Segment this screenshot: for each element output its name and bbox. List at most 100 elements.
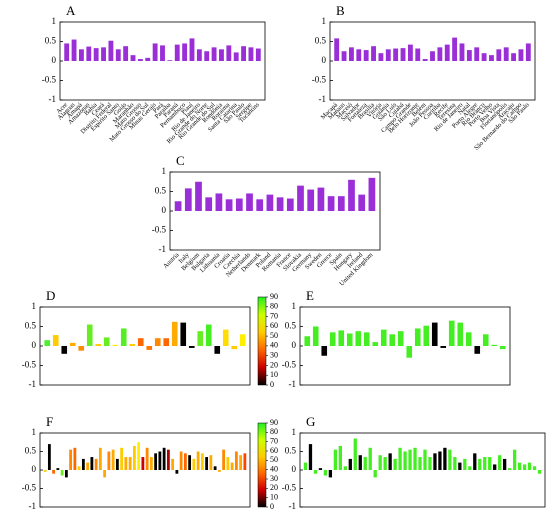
- bar: [428, 457, 432, 470]
- bar: [196, 49, 202, 61]
- bar: [458, 462, 462, 470]
- bar: [256, 199, 264, 211]
- colorbar-tick-label: 20: [270, 483, 278, 492]
- colorbar-tick-label: 70: [270, 311, 278, 320]
- bar: [107, 451, 111, 470]
- bar: [86, 462, 90, 470]
- bar: [358, 194, 366, 211]
- bar: [222, 329, 229, 346]
- bar: [466, 50, 472, 61]
- bar: [465, 332, 472, 346]
- bar: [448, 320, 455, 346]
- bar: [312, 326, 319, 346]
- bar: [389, 334, 396, 346]
- y-tick-label: 0: [52, 55, 57, 65]
- y-tick-label: -0.5: [22, 483, 37, 493]
- bar: [149, 457, 153, 470]
- bar: [246, 193, 253, 211]
- bar: [398, 447, 402, 470]
- bar: [444, 44, 450, 61]
- bar: [307, 189, 315, 211]
- bar: [368, 447, 372, 470]
- bar: [537, 470, 542, 474]
- bar: [483, 457, 487, 470]
- panel-label: A: [66, 3, 76, 18]
- bar: [196, 451, 200, 470]
- bar: [346, 333, 353, 346]
- colorbar-tick-label: 30: [270, 350, 278, 359]
- bar: [511, 53, 517, 61]
- y-tick-label: 1: [52, 16, 57, 26]
- bar: [255, 48, 261, 61]
- bar: [499, 346, 506, 350]
- bar: [175, 470, 179, 474]
- bar: [355, 331, 362, 346]
- bar: [112, 344, 119, 346]
- bar: [373, 470, 377, 478]
- bar: [406, 346, 413, 358]
- bar: [532, 466, 537, 470]
- y-tick-label: 1: [292, 301, 297, 311]
- bar: [180, 322, 187, 346]
- bar: [94, 458, 98, 470]
- bar: [78, 346, 85, 351]
- bar: [95, 344, 102, 346]
- bar: [205, 324, 212, 346]
- bar: [400, 48, 406, 61]
- bar: [408, 449, 412, 470]
- bar: [482, 334, 489, 346]
- y-tick-label: -0.5: [22, 360, 37, 370]
- y-tick-label: 1: [292, 427, 297, 437]
- bar: [498, 455, 502, 470]
- bar: [407, 44, 413, 61]
- bar: [448, 449, 452, 470]
- bar: [473, 453, 477, 470]
- bar: [86, 46, 92, 61]
- bar: [174, 44, 180, 61]
- panel-label: E: [306, 288, 314, 303]
- bar: [423, 325, 430, 346]
- bar: [368, 177, 376, 211]
- bar: [276, 197, 284, 211]
- colorbar-tick-label: 50: [270, 455, 278, 464]
- bar: [318, 468, 323, 470]
- y-tick-label: -1: [49, 94, 57, 104]
- bar: [329, 332, 336, 346]
- colorbar: [257, 422, 267, 508]
- bar: [297, 185, 304, 211]
- bar: [128, 457, 132, 470]
- bar: [308, 444, 313, 470]
- bar: [222, 449, 226, 470]
- bar: [453, 457, 457, 470]
- bar: [248, 47, 254, 61]
- bar: [167, 60, 173, 61]
- panel-label: B: [336, 3, 345, 18]
- colorbar: [257, 296, 267, 386]
- bar: [303, 462, 308, 470]
- y-tick-label: 0: [292, 340, 297, 350]
- bar: [525, 43, 531, 61]
- bar: [478, 458, 482, 470]
- bar: [108, 40, 114, 61]
- bar: [101, 47, 106, 61]
- bar: [115, 49, 121, 61]
- bar: [512, 449, 517, 470]
- bar: [64, 470, 68, 478]
- bar: [56, 468, 60, 470]
- bar: [130, 55, 136, 61]
- bar: [81, 458, 85, 470]
- bar: [517, 462, 522, 470]
- bar: [328, 470, 333, 478]
- bar: [503, 458, 507, 470]
- bar: [343, 466, 347, 470]
- bar: [491, 344, 498, 346]
- bar: [348, 47, 354, 61]
- bar: [443, 447, 447, 470]
- colorbar-tick-label: 40: [270, 464, 278, 473]
- bar: [90, 457, 94, 470]
- bar: [241, 46, 247, 61]
- bar: [474, 47, 480, 61]
- bar: [154, 453, 158, 470]
- bar: [230, 462, 234, 470]
- bar: [363, 332, 370, 346]
